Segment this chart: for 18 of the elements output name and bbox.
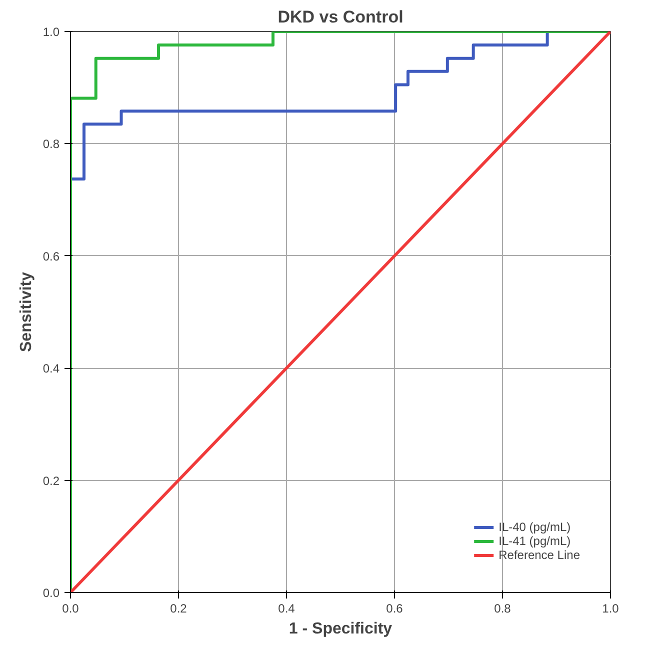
- legend-label: IL-40 (pg/mL): [498, 520, 571, 534]
- y-tick-label: 0.6: [42, 249, 60, 264]
- y-tick-label: 0.4: [42, 362, 60, 376]
- legend-label: IL-41 (pg/mL): [498, 534, 571, 548]
- x-tick-label: 0.8: [494, 602, 512, 616]
- y-tick-label: 1.0: [42, 25, 60, 39]
- x-tick-label: 0.6: [386, 602, 404, 616]
- x-tick-label: 0.2: [170, 602, 188, 616]
- x-tick-label: 0.0: [62, 602, 80, 616]
- legend-label: Reference Line: [498, 548, 580, 562]
- y-tick-label: 0.2: [42, 474, 60, 488]
- y-tick-label: 0.8: [42, 137, 60, 152]
- x-tick-label: 0.4: [278, 602, 296, 616]
- chart-title: DKD vs Control: [278, 8, 404, 26]
- x-tick-label: 1.0: [602, 602, 620, 616]
- x-axis-title: 1 - Specificity: [288, 620, 392, 638]
- y-axis-title: Sensitivity: [18, 272, 35, 352]
- y-tick-label: 0.0: [42, 586, 60, 600]
